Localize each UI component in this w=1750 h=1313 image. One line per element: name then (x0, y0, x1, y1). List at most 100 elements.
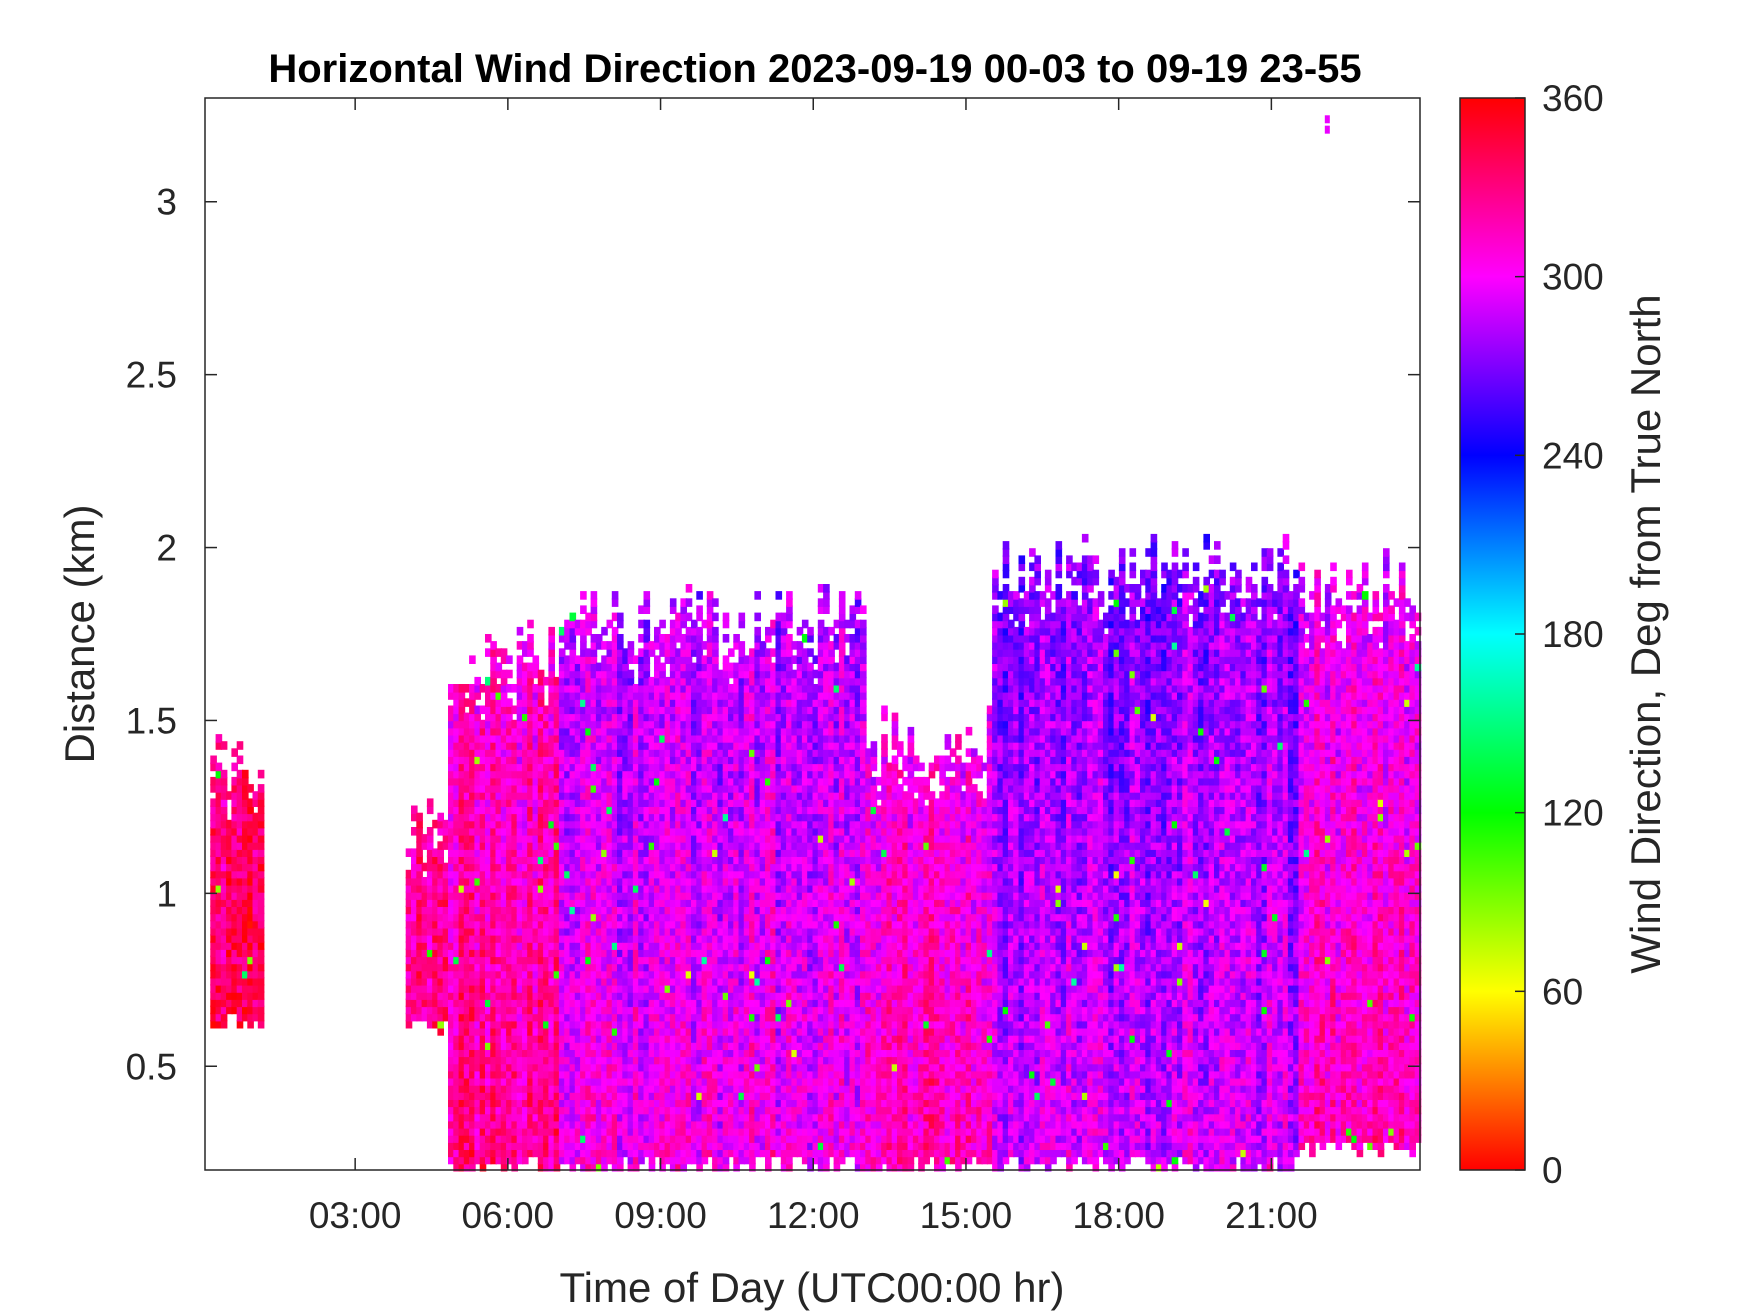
heatmap-cell (522, 776, 529, 786)
heatmap-cell (611, 784, 619, 793)
heatmap-cell (453, 962, 460, 972)
heatmap-cell (691, 819, 698, 829)
heatmap-cell (685, 1041, 693, 1050)
heatmap-cell (226, 862, 233, 872)
heatmap-cell (743, 784, 751, 793)
heatmap-cell (627, 655, 635, 664)
heatmap-cell (617, 969, 624, 979)
heatmap-cell (685, 776, 693, 786)
heatmap-cell (569, 669, 577, 679)
heatmap-cell (754, 1120, 761, 1129)
heatmap-cell (691, 1077, 698, 1086)
heatmap-cell (426, 969, 434, 979)
heatmap-cell (601, 1012, 608, 1022)
heatmap-cell (574, 948, 582, 958)
heatmap-cell (553, 1077, 561, 1086)
heatmap-cell (558, 1148, 566, 1158)
heatmap-cell (638, 984, 645, 993)
heatmap-cell (226, 898, 233, 907)
heatmap-cell (701, 719, 709, 729)
heatmap-cell (537, 1069, 545, 1079)
heatmap-cell (717, 955, 724, 965)
heatmap-cell (648, 1098, 656, 1108)
heatmap-cell (765, 991, 772, 1000)
heatmap-cell (548, 912, 555, 922)
heatmap-cell (437, 1012, 444, 1022)
heatmap-cell (733, 941, 740, 950)
heatmap-cell (463, 791, 471, 800)
heatmap-cell (590, 719, 598, 729)
heatmap-cell (495, 855, 503, 865)
heatmap-cell (759, 869, 767, 879)
heatmap-cell (733, 862, 740, 872)
heatmap-cell (252, 998, 260, 1008)
heatmap-cell (617, 1034, 624, 1043)
heatmap-cell (611, 712, 619, 722)
heatmap-cell (463, 1077, 471, 1086)
heatmap-cell (495, 684, 503, 693)
heatmap-cell (511, 1134, 518, 1143)
heatmap-cell (416, 977, 423, 986)
heatmap-cell (479, 1105, 487, 1115)
heatmap-cell (717, 784, 724, 793)
heatmap-cell (617, 869, 624, 879)
heatmap-cell (701, 862, 709, 872)
heatmap-cell (527, 927, 534, 936)
heatmap-cell (506, 705, 513, 715)
heatmap-cell (611, 912, 619, 922)
heatmap-cell (759, 884, 767, 893)
heatmap-cell (696, 1134, 703, 1143)
heatmap-cell (749, 712, 756, 722)
heatmap-cell (506, 977, 513, 986)
heatmap-cell (522, 841, 529, 850)
heatmap-cell (743, 1027, 751, 1036)
heatmap-cell (738, 948, 746, 958)
heatmap-cell (754, 1148, 761, 1158)
heatmap-cell (606, 648, 614, 657)
heatmap-cell (548, 1120, 555, 1129)
heatmap-cell (543, 934, 550, 943)
heatmap-cell (680, 969, 687, 979)
heatmap-cell (522, 1041, 529, 1050)
heatmap-cell (696, 798, 703, 807)
heatmap-cell (722, 1077, 730, 1086)
heatmap-cell (585, 776, 592, 786)
heatmap-cell (553, 1112, 561, 1122)
heatmap-cell (638, 977, 645, 986)
heatmap-cell (743, 841, 751, 850)
heatmap-cell (712, 991, 719, 1000)
heatmap-cell (511, 991, 518, 1000)
heatmap-cell (743, 1148, 751, 1158)
heatmap-cell (706, 855, 714, 865)
heatmap-cell (685, 1077, 693, 1086)
heatmap-cell (733, 698, 740, 707)
heatmap-cell (453, 719, 460, 729)
heatmap-cell (759, 1105, 767, 1115)
heatmap-cell (242, 969, 249, 979)
heatmap-cell (247, 848, 254, 857)
heatmap-cell (574, 834, 582, 843)
heatmap-cell (717, 912, 724, 922)
heatmap-cell (738, 641, 746, 650)
heatmap-cell (696, 869, 703, 879)
heatmap-cell (543, 877, 550, 886)
heatmap-cell (648, 691, 656, 700)
heatmap-cell (627, 641, 635, 650)
heatmap-cell (437, 1005, 444, 1015)
heatmap-cell (432, 869, 439, 879)
heatmap-cell (664, 1127, 672, 1136)
heatmap-cell (659, 1155, 666, 1165)
heatmap-cell (448, 819, 455, 829)
heatmap-cell (754, 691, 761, 700)
heatmap-cell (759, 791, 767, 800)
heatmap-cell (569, 1105, 577, 1115)
heatmap-cell (421, 969, 429, 979)
heatmap-cell (458, 1155, 466, 1165)
heatmap-cell (215, 769, 223, 779)
heatmap-cell (548, 1055, 555, 1065)
heatmap-cell (632, 977, 640, 986)
heatmap-cell (611, 698, 619, 707)
heatmap-cell (553, 1084, 561, 1093)
heatmap-cell (722, 991, 730, 1000)
heatmap-cell (590, 712, 598, 722)
